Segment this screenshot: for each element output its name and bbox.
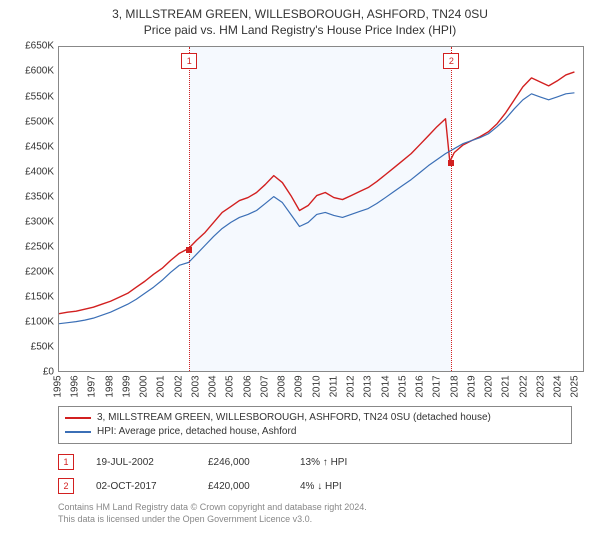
sale-vs-hpi: 4% ↓ HPI [300,481,380,492]
sale-point-icon [448,160,454,166]
x-axis-tick: 2005 [225,376,236,398]
plot-region: 12 [58,46,584,372]
series-line-hpi [59,93,574,324]
legend-label: HPI: Average price, detached house, Ashf… [97,425,296,439]
x-axis-tick: 2009 [294,376,305,398]
x-axis-tick: 1996 [70,376,81,398]
chart-area: 12 £0£50K£100K£150K£200K£250K£300K£350K£… [10,40,590,400]
x-axis-tick: 2000 [139,376,150,398]
y-axis-tick: £550K [10,91,54,102]
title-line-2: Price paid vs. HM Land Registry's House … [10,22,590,38]
x-axis-tick: 2022 [518,376,529,398]
y-axis-tick: £500K [10,116,54,127]
y-axis-tick: £650K [10,41,54,52]
x-axis-tick: 2023 [535,376,546,398]
x-axis-tick: 2015 [397,376,408,398]
footer-line: This data is licensed under the Open Gov… [58,514,572,525]
x-axis-tick: 2010 [311,376,322,398]
chart-lines [59,47,583,371]
legend-swatch [65,417,91,419]
x-axis-tick: 2020 [484,376,495,398]
x-axis-tick: 2021 [501,376,512,398]
x-axis-tick: 2007 [259,376,270,398]
sale-date: 02-OCT-2017 [96,481,186,492]
sale-point-icon [186,247,192,253]
sale-marker-icon: 1 [58,454,74,470]
title-line-1: 3, MILLSTREAM GREEN, WILLESBOROUGH, ASHF… [10,6,590,22]
sale-vertical-marker [451,47,452,371]
y-axis-tick: £350K [10,191,54,202]
sales-table: 1 19-JUL-2002 £246,000 13% ↑ HPI 2 02-OC… [58,450,572,498]
y-axis-tick: £600K [10,66,54,77]
x-axis-tick: 2002 [173,376,184,398]
x-axis-tick: 1995 [53,376,64,398]
sale-price: £420,000 [208,481,278,492]
legend-swatch [65,431,91,433]
y-axis-tick: £200K [10,267,54,278]
x-axis-tick: 2016 [415,376,426,398]
x-axis-tick: 2019 [466,376,477,398]
sale-vs-hpi: 13% ↑ HPI [300,457,380,468]
x-axis-tick: 2025 [570,376,581,398]
footer-line: Contains HM Land Registry data © Crown c… [58,502,572,513]
x-axis-tick: 2006 [242,376,253,398]
x-axis-tick: 2011 [328,376,339,398]
y-axis-tick: £400K [10,166,54,177]
sale-marker-icon: 2 [58,478,74,494]
x-axis-tick: 2024 [553,376,564,398]
y-axis-tick: £150K [10,292,54,303]
sale-marker-badge: 1 [181,53,197,69]
y-axis-tick: £50K [10,342,54,353]
y-axis-tick: £100K [10,317,54,328]
x-axis-tick: 1997 [87,376,98,398]
legend-row: 3, MILLSTREAM GREEN, WILLESBOROUGH, ASHF… [65,411,565,425]
series-line-price_paid [59,72,574,314]
x-axis-tick: 2001 [156,376,167,398]
sale-row: 1 19-JUL-2002 £246,000 13% ↑ HPI [58,450,572,474]
y-axis-tick: £300K [10,216,54,227]
y-axis-tick: £0 [10,367,54,378]
x-axis-tick: 2012 [346,376,357,398]
sale-vertical-marker [189,47,190,371]
x-axis-tick: 2008 [277,376,288,398]
x-axis-tick: 2018 [449,376,460,398]
chart-title: 3, MILLSTREAM GREEN, WILLESBOROUGH, ASHF… [10,6,590,38]
y-axis-tick: £250K [10,241,54,252]
legend-row: HPI: Average price, detached house, Ashf… [65,425,565,439]
x-axis-tick: 2017 [432,376,443,398]
attribution-footer: Contains HM Land Registry data © Crown c… [58,502,572,525]
x-axis-tick: 2014 [380,376,391,398]
x-axis-tick: 1998 [104,376,115,398]
y-axis-tick: £450K [10,141,54,152]
sale-price: £246,000 [208,457,278,468]
x-axis-tick: 2004 [208,376,219,398]
legend-label: 3, MILLSTREAM GREEN, WILLESBOROUGH, ASHF… [97,411,491,425]
sale-marker-badge: 2 [443,53,459,69]
x-axis-tick: 1999 [121,376,132,398]
sale-date: 19-JUL-2002 [96,457,186,468]
x-axis-tick: 2013 [363,376,374,398]
sale-row: 2 02-OCT-2017 £420,000 4% ↓ HPI [58,474,572,498]
legend: 3, MILLSTREAM GREEN, WILLESBOROUGH, ASHF… [58,406,572,444]
x-axis-tick: 2003 [190,376,201,398]
figure: 3, MILLSTREAM GREEN, WILLESBOROUGH, ASHF… [0,0,600,560]
